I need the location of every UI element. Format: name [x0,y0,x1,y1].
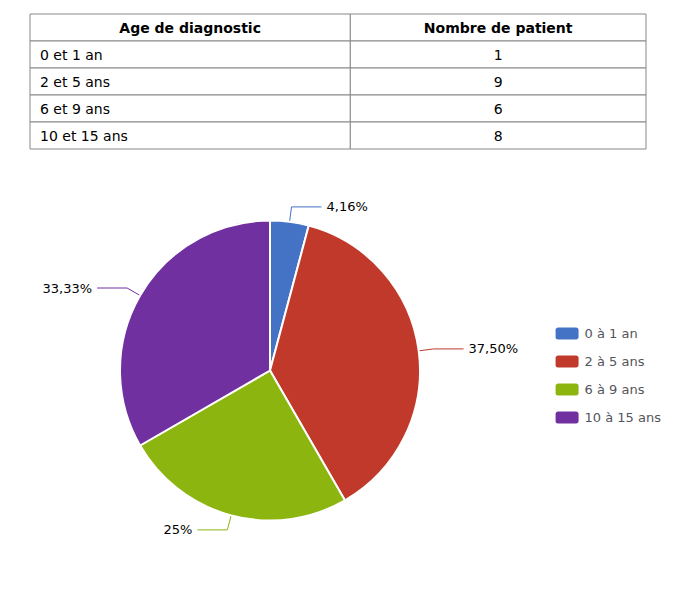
svg-text:9: 9 [494,74,503,90]
svg-text:25%: 25% [163,522,192,537]
svg-text:10 et 15 ans: 10 et 15 ans [40,128,128,144]
svg-text:8: 8 [494,128,503,144]
svg-text:4,16%: 4,16% [327,199,368,214]
svg-text:33,33%: 33,33% [43,281,93,296]
svg-text:0 et 1 an: 0 et 1 an [40,47,103,63]
svg-text:37,50%: 37,50% [469,341,519,356]
svg-text:2 à 5 ans: 2 à 5 ans [585,354,645,369]
svg-text:6: 6 [494,101,503,117]
svg-text:1: 1 [494,47,503,63]
svg-text:10 à 15 ans: 10 à 15 ans [585,410,662,425]
svg-text:6 à 9 ans: 6 à 9 ans [585,382,645,397]
svg-text:6 et 9 ans: 6 et 9 ans [40,101,110,117]
svg-text:2 et 5 ans: 2 et 5 ans [40,74,110,90]
svg-text:Age de diagnostic: Age de diagnostic [119,20,261,36]
svg-text:Nombre de patient: Nombre de patient [424,20,573,36]
svg-text:0 à 1 an: 0 à 1 an [585,326,638,341]
